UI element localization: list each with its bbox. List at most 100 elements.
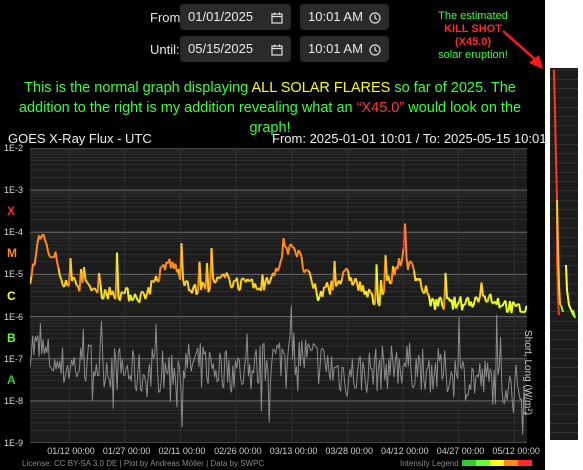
series-long-segment [384,255,388,281]
calendar-icon[interactable] [271,4,283,30]
series-long-segment [155,275,159,282]
message-highlight-1: ALL SOLAR FLARES [251,80,391,96]
series-long-segment [228,279,232,288]
series-long-segment [518,303,522,313]
series-long-segment [86,281,90,285]
series-long-segment [387,275,391,284]
series-long-segment [180,243,184,279]
series-long-segment [333,260,337,287]
series-long-segment [72,276,76,281]
clock-icon[interactable] [369,4,381,30]
series-long-segment [278,261,282,269]
series-long-segment [42,234,46,241]
series-long-segment [56,261,60,269]
series-long-segment [520,310,523,314]
series-long-segment [308,270,312,277]
intensity-legend-bar [462,460,532,466]
flux-plot [30,148,527,443]
y-tick-label: 1E-7 [4,353,24,364]
series-long-segment [263,280,267,291]
series-long-segment [413,270,417,282]
series-long-segment [420,287,424,293]
series-long-segment [297,249,301,254]
series-long-segment [48,255,52,259]
x-tick-label: 04/12 00:00 [381,446,429,456]
series-long-segment [407,261,411,271]
callout-line-4: solar eruption! [438,49,508,61]
series-long-segment [35,242,39,256]
flare-class-b: B [7,330,16,345]
series-long-segment [225,272,229,277]
range-from: 2025-01-01 10:01 [309,131,413,146]
series-long-segment [429,298,433,307]
series-long-segment [471,303,475,308]
series-long-segment [425,285,429,294]
chart-range: From: 2025-01-01 10:01 / To: 2025-05-15 … [272,131,546,146]
series-long-segment [464,298,468,306]
series-long-segment [74,279,78,286]
series-long-segment [381,291,385,296]
series-long-segment [368,288,372,293]
series-long-segment [210,248,214,278]
series-long-segment [497,298,501,309]
series-long-segment [236,277,240,290]
calendar-icon[interactable] [271,36,283,62]
series-long-segment [512,301,516,305]
from-date-input[interactable]: 01/01/2025 [180,4,291,30]
from-date-value: 01/01/2025 [188,9,254,24]
message-part-2: so far of 2025. The addition to the righ… [18,80,516,116]
series-long-segment [60,279,64,287]
series-long-segment [240,277,244,280]
series-long-segment [354,277,358,283]
series-long-segment [404,223,408,258]
series-long-segment [207,286,211,293]
clock-icon[interactable] [369,36,381,62]
series-long-segment [183,280,187,287]
series-long-segment [483,295,487,302]
series-short-line [30,305,527,435]
until-time-input[interactable]: 10:01 AM [300,36,389,62]
series-long-segment [380,280,384,295]
series-long-segment [317,296,321,302]
series-long-segment [486,296,490,302]
series-long-segment [456,301,460,306]
series-long-segment [227,275,231,281]
series-long-segment [111,290,115,297]
series-long-segment [87,283,91,287]
series-long-segment [444,272,448,299]
series-long-segment [279,257,283,263]
series-long-segment [339,278,343,285]
from-time-input[interactable]: 10:01 AM [300,4,389,30]
x-tick-label: 05/12 00:00 [492,446,540,456]
series-long-segment [437,297,441,307]
series-long-segment [521,310,524,314]
series-long-segment [345,267,349,272]
message-highlight-2: “X45.0” [356,100,405,116]
series-long-segment [158,267,162,282]
series-long-segment [191,286,195,294]
series-long-segment [335,283,339,287]
flare-class-m: M [7,246,17,261]
flare-class-a: A [7,372,16,387]
y-tick-label: 1E-6 [4,311,24,322]
series-long-segment [501,302,505,307]
series-long-segment [455,304,459,309]
series-long-segment [99,284,103,299]
y-tick-label: 1E-9 [4,438,24,448]
until-date-input[interactable]: 05/15/2025 [180,36,291,62]
series-long-segment [44,239,48,245]
y-tick-label: 1E-8 [4,395,24,406]
series-long-segment [290,243,294,248]
y-tick-label: 1E-3 [4,185,24,196]
chart-title: GOES X-Ray Flux - UTC [8,131,152,146]
series-long-segment [267,281,271,285]
flare-class-x: X [7,204,16,219]
series-long-segment [84,279,88,283]
series-long-segment [401,248,405,261]
x-tick-label: 01/12 00:00 [47,446,95,456]
series-long-segment [314,283,318,293]
callout-line-2: KILL SHOT [444,23,502,35]
series-long-segment [119,291,123,301]
series-long-segment [231,280,235,288]
series-long-segment [135,297,139,302]
